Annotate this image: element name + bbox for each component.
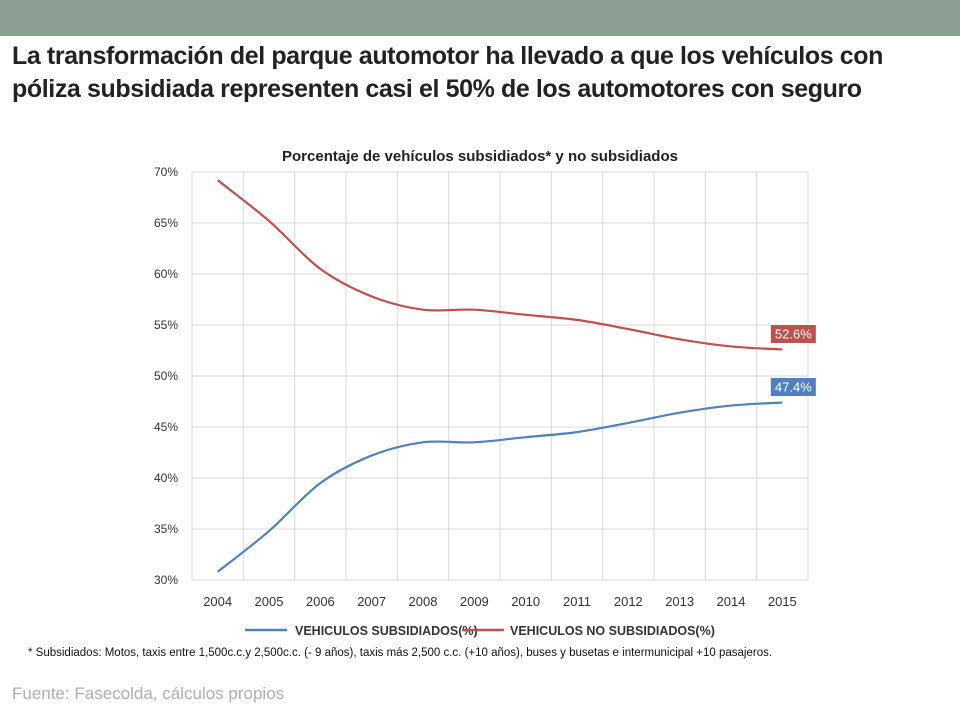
x-tick-label: 2006 — [306, 594, 335, 609]
chart-legend: VEHICULOS SUBSIDIADOS(%) VEHICULOS NO SUB… — [245, 624, 715, 638]
legend-label-no-subsidiados: VEHICULOS NO SUBSIDIADOS(%) — [510, 624, 715, 638]
slide-title: La transformación del parque automotor h… — [12, 42, 883, 103]
x-tick-label: 2015 — [768, 594, 797, 609]
y-axis-ticks: 30% 35% 40% 45% 50% 55% 60% 65% 70% — [154, 165, 178, 587]
x-tick-label: 2012 — [614, 594, 643, 609]
y-tick-label: 35% — [154, 522, 178, 536]
y-tick-label: 50% — [154, 369, 178, 383]
header-band — [0, 0, 960, 36]
x-tick-label: 2014 — [717, 594, 746, 609]
end-label-box-subsidiados — [769, 377, 817, 398]
end-labels: 47.4% 52.6% — [769, 323, 817, 398]
end-label-no-subsidiados: 52.6% — [775, 326, 812, 341]
x-tick-label: 2007 — [357, 594, 386, 609]
x-tick-label: 2010 — [511, 594, 540, 609]
footnote: * Subsidiados: Motos, taxis entre 1,500c… — [28, 647, 773, 659]
x-axis-ticks: 2004 2005 2006 2007 2008 2009 2010 2011 2012 2013… — [203, 594, 797, 609]
x-tick-label: 2013 — [665, 594, 694, 609]
y-tick-label: 70% — [154, 165, 178, 179]
y-tick-label: 65% — [154, 216, 178, 230]
y-tick-label: 40% — [154, 471, 178, 485]
x-tick-label: 2004 — [203, 594, 232, 609]
x-tick-label: 2009 — [460, 594, 489, 609]
series-line-subsidiados — [216, 401, 783, 573]
x-tick-label: 2008 — [409, 594, 438, 609]
y-tick-label: 30% — [154, 573, 178, 587]
source-note: Fuente: Fasecolda, cálculos propios — [12, 684, 285, 703]
x-tick-label: 2005 — [255, 594, 284, 609]
chart-grid — [191, 171, 809, 581]
end-label-subsidiados: 47.4% — [775, 380, 812, 395]
end-label-box-no-subsidiados — [769, 323, 817, 344]
chart-title: Porcentaje de vehículos subsidiados* y n… — [282, 148, 678, 165]
series-line-no-subsidiados — [216, 179, 783, 351]
chart-series — [216, 179, 783, 573]
y-tick-label: 60% — [154, 267, 178, 281]
y-tick-label: 55% — [154, 318, 178, 332]
y-tick-label: 45% — [154, 420, 178, 434]
legend-label-subsidiados: VEHICULOS SUBSIDIADOS(%) — [295, 624, 478, 638]
x-tick-label: 2011 — [563, 594, 591, 609]
